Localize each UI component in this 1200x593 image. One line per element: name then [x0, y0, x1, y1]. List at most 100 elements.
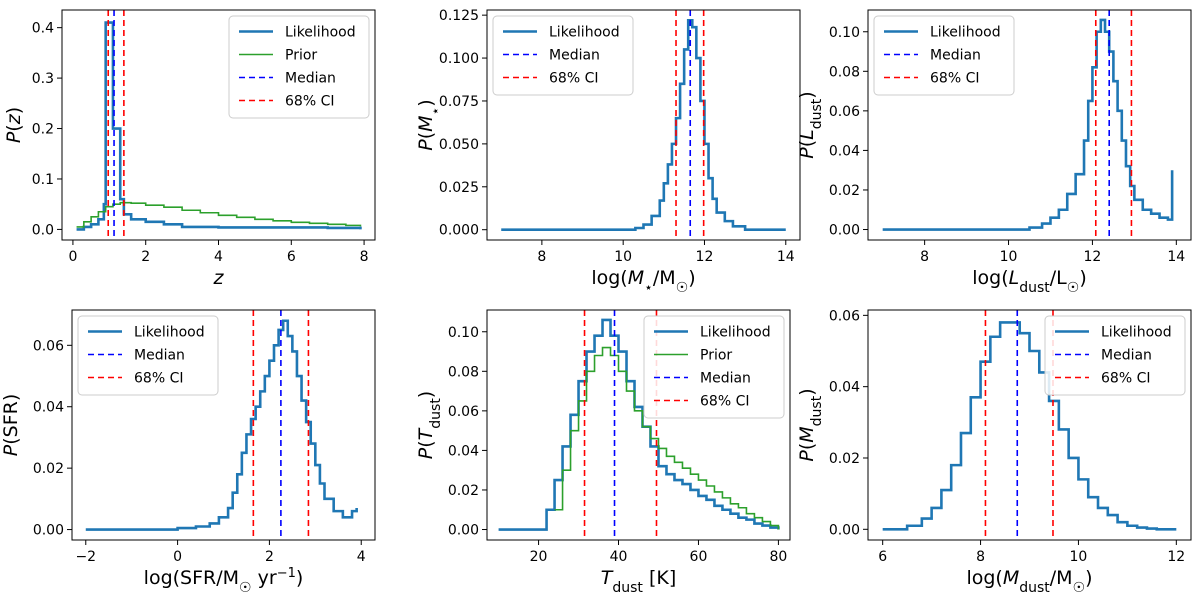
plot-frame: [486, 9, 801, 241]
legend: Likelihood Median 68% CI: [492, 15, 634, 96]
x-tick-label: 14: [1167, 249, 1185, 265]
legend-label: Median: [700, 371, 751, 387]
legend-box: [228, 15, 370, 119]
x-tick-label: 4: [357, 549, 366, 565]
y-axis-label: P(M⋆): [415, 99, 444, 150]
legend: Likelihood Median 68% CI: [77, 315, 219, 396]
likelihood-line: [501, 19, 786, 231]
legend-label: Likelihood: [930, 25, 1001, 41]
x-tick-label: 80: [769, 549, 787, 565]
legend-label: Prior: [700, 348, 732, 364]
chart-panel-5: 20 40 60 80 0.00 0.02 0.04 0.06 0.08 0.10 Tdust [K…: [415, 309, 791, 593]
chart-panel-6: 6 8 10 12 0.00 0.02 0.04 0.06 log(Mdust/M☉) P(Mdu…: [796, 308, 1192, 593]
x-axis-label: log(Mdust/M☉): [966, 567, 1092, 593]
prior-line: [554, 346, 780, 530]
legend-label: 68% CI: [285, 94, 334, 110]
y-tick-label: 0.00: [829, 223, 860, 239]
x-axis-label: log(M⋆/M☉): [591, 267, 695, 296]
x-tick-label: 10: [614, 249, 632, 265]
legend-label: Likelihood: [285, 25, 356, 41]
chart-panel-4: −2 0 2 4 0.00 0.02 0.04 0.06 log(SFR/M☉ yr−1) P(S…: [0, 309, 376, 593]
y-tick-label: 0.2: [32, 122, 54, 138]
x-tick-label: 60: [690, 549, 708, 565]
plot-frame: [486, 309, 791, 541]
y-tick-label: 0.025: [439, 180, 479, 196]
y-axis-label: P(SFR): [0, 394, 22, 457]
x-tick-label: 8: [360, 249, 369, 265]
x-axis-label: log(Ldust/L☉): [972, 267, 1087, 296]
x-tick-label: 4: [214, 249, 223, 265]
y-tick-label: 0.10: [448, 325, 479, 341]
x-tick-label: 8: [537, 249, 546, 265]
y-tick-label: 0.1: [32, 172, 54, 188]
x-tick-label: 6: [287, 249, 296, 265]
y-tick-label: 0.04: [448, 443, 479, 459]
legend-label: Median: [549, 48, 600, 64]
y-tick-label: 0.06: [829, 308, 860, 324]
legend-box: [492, 15, 634, 96]
likelihood-line: [882, 18, 1174, 231]
y-tick-label: 0.02: [829, 451, 860, 467]
prior-line: [76, 201, 362, 228]
legend-label: Median: [285, 71, 336, 87]
y-tick-label: 0.06: [33, 338, 64, 354]
y-tick-label: 0.100: [439, 51, 479, 67]
likelihood-line: [76, 21, 362, 231]
x-tick-label: 0: [173, 549, 182, 565]
y-tick-label: 0.00: [33, 523, 64, 539]
y-tick-label: 0.08: [448, 364, 479, 380]
y-tick-label: 0.02: [829, 183, 860, 199]
legend-label: Likelihood: [700, 325, 771, 341]
x-tick-label: 12: [1084, 249, 1102, 265]
x-tick-label: 8: [976, 549, 985, 565]
plot-frame: [71, 309, 376, 541]
legend-label: Likelihood: [1101, 325, 1172, 341]
legend-label: Median: [1101, 348, 1152, 364]
x-tick-label: 12: [696, 249, 714, 265]
y-tick-label: 0.06: [829, 104, 860, 120]
chart-panel-2: 8 10 12 14 0.000 0.025 0.050 0.075 0.100 0.125 log…: [415, 8, 801, 296]
y-tick-label: 0.02: [33, 461, 64, 477]
legend: Likelihood Prior Median 68% CI: [643, 315, 785, 419]
y-tick-label: 0.125: [439, 8, 479, 24]
x-tick-label: 20: [530, 549, 548, 565]
chart-panel-1: 0 2 4 6 8 0.0 0.1 0.2 0.3 0.4 z P(z) Likelihood Prior…: [3, 9, 376, 289]
legend-label: Prior: [285, 48, 317, 64]
y-tick-label: 0.075: [439, 94, 479, 110]
chart-panel-3: 8 10 12 14 0.00 0.02 0.04 0.06 0.08 0.10 log(Ldust…: [796, 9, 1192, 296]
y-tick-label: 0.04: [829, 143, 860, 159]
legend-label: Median: [930, 48, 981, 64]
x-tick-label: 10: [1000, 249, 1018, 265]
x-tick-label: −2: [75, 549, 96, 565]
y-axis-label: P(Mdust): [796, 388, 825, 461]
legend: Likelihood Median 68% CI: [873, 15, 1015, 96]
x-axis-label: log(SFR/M☉ yr−1): [144, 566, 304, 593]
legend-label: 68% CI: [930, 71, 979, 87]
legend-label: Likelihood: [134, 325, 205, 341]
x-axis-label: Tdust [K]: [601, 567, 676, 593]
legend: Likelihood Prior Median 68% CI: [228, 15, 370, 119]
legend-label: 68% CI: [700, 394, 749, 410]
x-tick-label: 2: [265, 549, 274, 565]
y-tick-label: 0.3: [32, 71, 54, 87]
y-tick-label: 0.00: [829, 522, 860, 538]
y-tick-label: 0.10: [829, 25, 860, 41]
y-tick-label: 0.00: [448, 523, 479, 539]
legend-label: 68% CI: [134, 371, 183, 387]
x-tick-label: 10: [1070, 549, 1088, 565]
y-tick-label: 0.0: [32, 222, 54, 238]
x-tick-label: 6: [878, 549, 887, 565]
y-tick-label: 0.04: [33, 400, 64, 416]
legend-box: [1044, 315, 1186, 396]
x-tick-label: 40: [610, 549, 628, 565]
legend-box: [643, 315, 785, 419]
legend-label: 68% CI: [549, 71, 598, 87]
legend-box: [873, 15, 1015, 96]
legend-label: Likelihood: [549, 25, 620, 41]
y-tick-label: 0.08: [829, 64, 860, 80]
x-axis-label: z: [213, 267, 225, 289]
x-tick-label: 12: [1167, 549, 1185, 565]
legend-label: Median: [134, 348, 185, 364]
y-axis-label: P(Ldust): [796, 91, 825, 158]
